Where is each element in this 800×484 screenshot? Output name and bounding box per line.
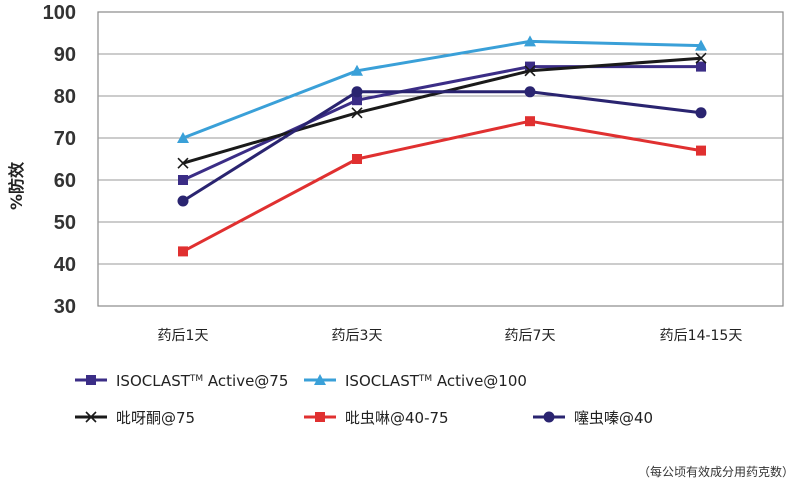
- y-tick-label: 40: [54, 254, 76, 276]
- legend-label-part: Active@100: [432, 372, 527, 390]
- x-tick-label: 药后3天: [332, 328, 383, 344]
- series-1: [177, 35, 707, 143]
- data-point: [352, 95, 362, 106]
- trademark-mark: TM: [418, 374, 432, 384]
- trademark-mark: TM: [189, 374, 203, 384]
- y-axis-ticks: 30 40 50 60 70 80 90 100: [43, 2, 76, 318]
- legend-label: 吡呀酮@75: [116, 409, 195, 427]
- legend-item: 吡虫啉@40-75: [304, 409, 449, 427]
- series-line: [182, 56, 702, 165]
- data-point: [525, 116, 535, 127]
- series-group: [177, 35, 707, 257]
- legend-label: 噻虫嗪@40: [574, 409, 653, 427]
- y-tick-label: 70: [54, 128, 76, 150]
- x-tick-label: 药后1天: [158, 328, 209, 344]
- legend-label-part: 吡虫啉@40-75: [345, 409, 449, 427]
- legend-label-part: 噻虫嗪@40: [574, 409, 653, 427]
- legend-label: ISOCLASTTM Active@75: [116, 372, 288, 390]
- x-tick-label: 药后7天: [505, 328, 556, 344]
- data-point: [177, 195, 189, 207]
- data-point: [696, 61, 706, 72]
- legend-label-part: Active@75: [203, 372, 288, 390]
- legend-item: ISOCLASTTM Active@75: [75, 372, 288, 390]
- series-3: [178, 116, 706, 257]
- legend-marker: [314, 374, 326, 385]
- legend-label-part: 吡呀酮@75: [116, 409, 195, 427]
- legend-item: ISOCLASTTM Active@100: [304, 372, 527, 390]
- data-point: [695, 52, 707, 64]
- legend-marker: [86, 375, 96, 385]
- y-tick-label: 60: [54, 170, 76, 192]
- series-line: [182, 39, 702, 140]
- data-point: [695, 107, 707, 119]
- data-point: [695, 39, 707, 51]
- x-tick-label: 药后14-15天: [660, 328, 743, 344]
- data-point: [524, 65, 536, 77]
- data-point: [178, 175, 188, 185]
- y-tick-label: 90: [54, 44, 76, 66]
- data-point: [351, 86, 363, 98]
- series-0: [178, 61, 706, 185]
- footnote: （每公顷有效成分用药克数）: [638, 464, 794, 479]
- series-line: [182, 90, 702, 203]
- legend-label-part: ISOCLAST: [116, 372, 191, 390]
- y-tick-label: 80: [54, 86, 76, 108]
- data-point: [525, 61, 535, 72]
- y-axis-label: %防效: [7, 162, 26, 210]
- legend: ISOCLASTTM Active@75 ISOCLASTTM Active@10…: [75, 372, 653, 427]
- legend-marker: [85, 411, 97, 423]
- legend-label-part: ISOCLAST: [345, 372, 420, 390]
- data-point: [351, 64, 363, 76]
- data-point: [351, 107, 363, 119]
- series-line: [182, 65, 701, 182]
- plot-frame: [97, 11, 784, 307]
- legend-item: 吡呀酮@75: [75, 409, 195, 427]
- data-point: [178, 246, 188, 257]
- data-point: [177, 132, 189, 143]
- series-line: [182, 119, 702, 253]
- legend-label: ISOCLASTTM Active@100: [345, 372, 527, 390]
- series-4: [177, 86, 707, 207]
- data-point: [524, 35, 536, 47]
- legend-item: 噻虫嗪@40: [533, 409, 653, 427]
- y-tick-label: 30: [54, 296, 76, 318]
- data-point: [352, 154, 362, 164]
- legend-marker: [315, 412, 325, 422]
- data-point: [177, 157, 189, 169]
- y-tick-label: 100: [43, 2, 76, 24]
- legend-label: 吡虫啉@40-75: [345, 409, 449, 427]
- x-axis-ticks: 药后1天 药后3天 药后7天 药后14-15天: [158, 328, 743, 344]
- grid: [97, 11, 784, 307]
- data-point: [696, 145, 706, 156]
- data-point: [524, 86, 536, 98]
- legend-marker: [543, 411, 555, 423]
- y-tick-label: 50: [54, 212, 76, 234]
